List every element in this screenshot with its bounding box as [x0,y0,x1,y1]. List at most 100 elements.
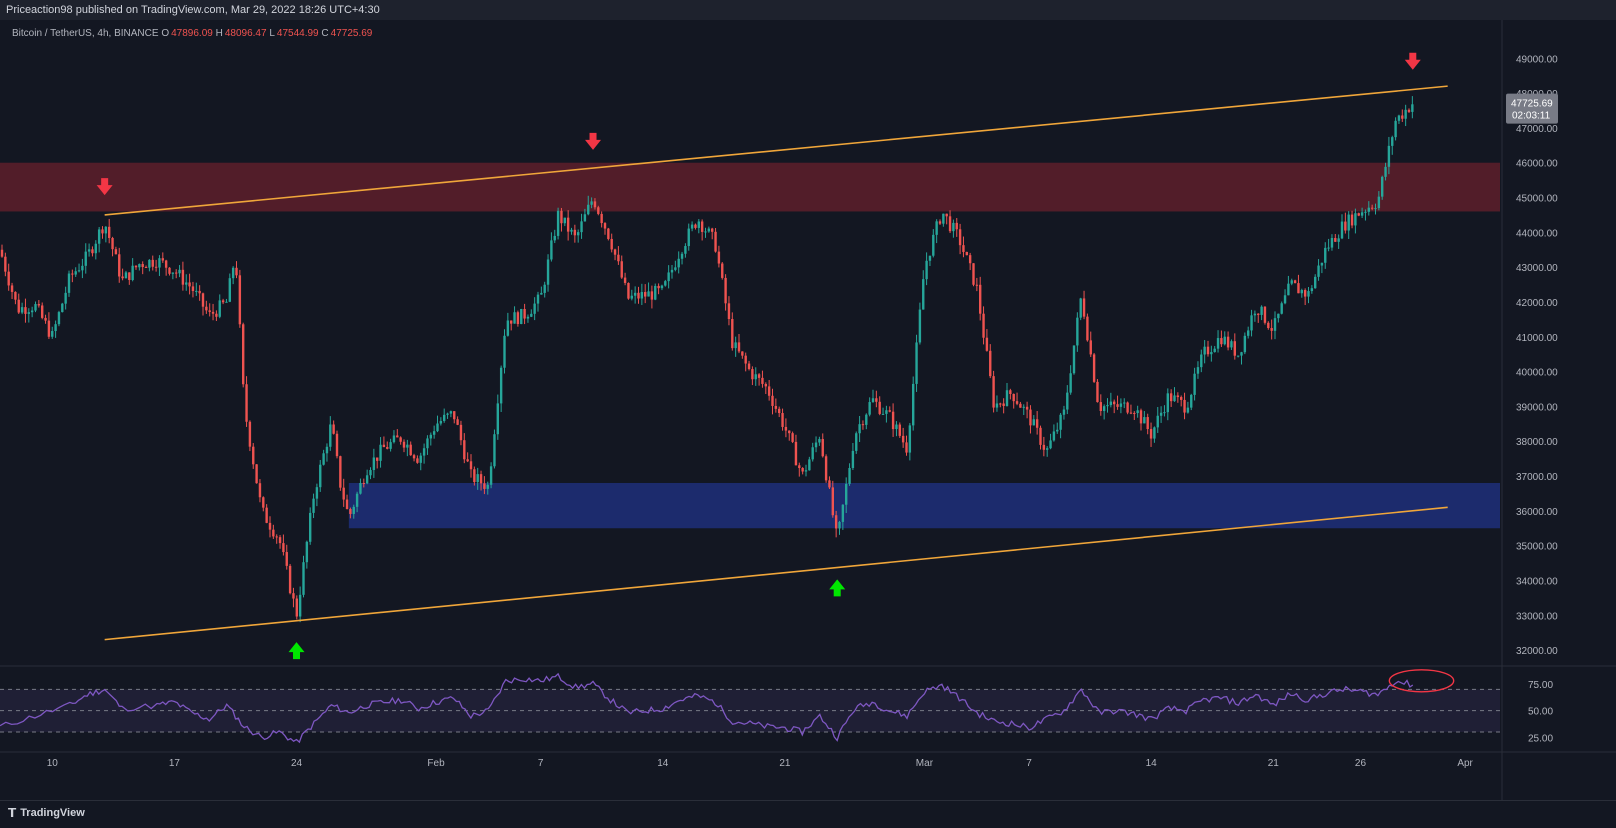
candle-body [633,292,637,296]
candle-body [67,273,71,293]
candle-body [814,442,818,448]
candle-body [516,312,520,325]
candle-body [208,310,211,312]
candle-body [1052,431,1056,441]
candle-body [335,433,339,457]
candle-body [1287,283,1290,296]
candle-body [694,224,697,228]
candle-body [87,249,91,252]
candle-body [1019,403,1022,408]
candle-body [242,324,245,385]
candle-body [1397,115,1401,121]
candle-body [560,210,563,224]
candle-body [1169,393,1173,402]
arrow-down-icon [96,178,113,196]
candle-body [1370,207,1374,209]
candle-body [1015,401,1019,404]
candle-body [1102,406,1106,411]
candle-body [329,424,332,447]
candle-body [898,424,901,436]
candle-body [1263,306,1267,323]
candle-body [1270,328,1273,331]
candle-body [161,258,164,261]
candle-body [275,536,278,538]
time-tick-label: 14 [657,758,669,769]
candle-body [684,246,687,254]
candle-body [10,285,14,292]
candle-body [828,480,831,488]
candle-body [302,562,305,595]
candle-body [607,228,610,239]
candle-body [1072,345,1076,374]
arrow-shape [1404,52,1421,70]
time-tick-label: 17 [169,758,181,769]
candle-body [1391,137,1394,146]
candle-body [982,313,985,338]
candle-body [144,266,148,268]
candle-body [881,413,885,415]
candle-body [918,309,922,343]
candle-body [711,228,714,232]
candle-body [81,265,84,271]
candle-body [24,307,27,314]
candle-body [798,465,801,469]
candle-body [1257,313,1260,315]
candle-body [406,444,409,448]
candle-body [654,285,657,300]
candle-body [288,565,292,594]
candle-body [667,272,670,282]
candle-body [188,282,191,287]
tradingview-logo[interactable]: 𝗧 TradingView [8,806,85,820]
price-tick-label: 38000.00 [1516,437,1558,448]
price-tick-label: 36000.00 [1516,507,1558,518]
price-tick-label: 32000.00 [1516,646,1558,657]
candle-body [37,304,41,306]
open-label: O [161,28,170,39]
candle-body [570,229,573,232]
candle-body [463,440,466,460]
candle-body [1317,265,1320,277]
candle-body [731,319,734,349]
candle-body [1300,290,1303,294]
candle-body [1022,406,1025,408]
candle-body [550,240,553,260]
candle-body [473,469,476,483]
price-pane [0,20,1500,664]
candle-body [148,259,151,268]
candle-body [1025,406,1029,410]
price-tick-label: 40000.00 [1516,368,1558,379]
candle-body [513,312,516,324]
candle-body [851,450,855,469]
rsi-tick-label: 50.00 [1528,707,1553,718]
candle-body [818,439,821,443]
candle-body [1210,352,1213,355]
candle-body [322,453,325,465]
candle-body [486,484,489,489]
candle-body [1123,402,1126,404]
candle-body [64,292,67,304]
candle-body [1193,373,1196,395]
high-value: 48096.47 [224,28,267,39]
candle-body [1236,355,1240,357]
candle-body [389,442,392,449]
candle-body [1106,405,1109,407]
arrow-shape [829,579,846,597]
candle-body [794,441,798,466]
candle-body [543,284,546,293]
candle-body [1203,346,1206,355]
candle-body [362,482,365,484]
candle-body [426,438,429,449]
candle-body [804,470,808,472]
candle-body [905,442,908,453]
candle-body [1156,415,1159,428]
candle-body [201,293,205,307]
candle-body [168,267,171,274]
candle-body [20,307,24,313]
candle-body [540,292,543,295]
candle-body [456,419,459,425]
chart-canvas[interactable]: 32000.00 33000.00 34000.00 35000.00 36000.00… [0,0,1616,800]
candle-body [114,249,118,255]
price-tick-label: 45000.00 [1516,194,1558,205]
candle-body [1206,346,1210,355]
candle-body [429,434,432,439]
